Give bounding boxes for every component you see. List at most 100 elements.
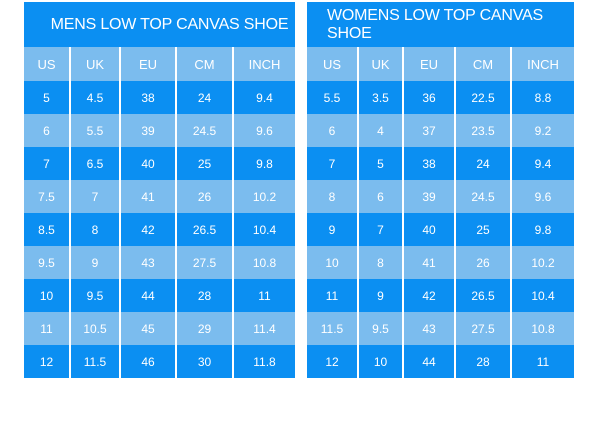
column-header-inch: INCH (232, 47, 295, 81)
cell-cm: 22.5 (454, 81, 511, 114)
cell-eu: 41 (402, 246, 455, 279)
cell-cm: 30 (175, 345, 233, 378)
womens-size-chart: WOMENS LOW TOP CANVAS SHOE US UK EU CM INCH … (307, 2, 574, 378)
table-row: 7.5 7 41 26 10.2 (24, 180, 295, 213)
cell-uk: 8 (69, 213, 120, 246)
cell-cm: 27.5 (454, 312, 511, 345)
table-row: 12 10 44 28 11 (307, 345, 574, 378)
cell-cm: 27.5 (175, 246, 233, 279)
column-header-inch: INCH (510, 47, 574, 81)
cell-us: 11 (24, 312, 70, 345)
cell-cm: 26 (175, 180, 233, 213)
cell-us: 10 (24, 279, 70, 312)
table-row: 10 9.5 44 28 11 (24, 279, 295, 312)
cell-cm: 23.5 (454, 114, 511, 147)
table-row: 11 10.5 45 29 11.4 (24, 312, 295, 345)
cell-eu: 44 (402, 345, 455, 378)
cell-cm: 24.5 (454, 180, 511, 213)
cell-eu: 42 (402, 279, 455, 312)
cell-cm: 29 (175, 312, 233, 345)
table-row: 8.5 8 42 26.5 10.4 (24, 213, 295, 246)
cell-us: 9 (307, 213, 358, 246)
cell-uk: 4 (357, 114, 403, 147)
cell-cm: 24 (175, 81, 233, 114)
table-row: 6 5.5 39 24.5 9.6 (24, 114, 295, 147)
header-row: US UK EU CM INCH (24, 47, 295, 81)
cell-inch: 10.2 (232, 180, 295, 213)
mens-chart-title: MENS LOW TOP CANVAS SHOE (24, 2, 295, 47)
cell-eu: 40 (402, 213, 455, 246)
cell-inch: 9.4 (232, 81, 295, 114)
cell-inch: 9.4 (510, 147, 574, 180)
cell-inch: 11.8 (232, 345, 295, 378)
column-header-uk: UK (69, 47, 120, 81)
cell-eu: 42 (119, 213, 176, 246)
cell-cm: 26.5 (175, 213, 233, 246)
cell-eu: 45 (119, 312, 176, 345)
cell-us: 8 (307, 180, 358, 213)
cell-uk: 8 (357, 246, 403, 279)
column-header-uk: UK (357, 47, 403, 81)
cell-us: 9.5 (24, 246, 70, 279)
cell-us: 5.5 (307, 81, 358, 114)
column-header-cm: CM (454, 47, 511, 81)
cell-inch: 9.2 (510, 114, 574, 147)
cell-inch: 10.8 (232, 246, 295, 279)
cell-cm: 26 (454, 246, 511, 279)
cell-uk: 10 (357, 345, 403, 378)
cell-uk: 5.5 (69, 114, 120, 147)
cell-uk: 9.5 (69, 279, 120, 312)
mens-size-chart: MENS LOW TOP CANVAS SHOE US UK EU CM INCH 5 4… (24, 2, 295, 378)
table-row: 11 9 42 26.5 10.4 (307, 279, 574, 312)
cell-inch: 9.8 (232, 147, 295, 180)
cell-us: 6 (24, 114, 70, 147)
cell-us: 10 (307, 246, 358, 279)
mens-size-table: US UK EU CM INCH 5 4.5 38 24 9.4 6 5.5 39 24.5 9.6 7 6.… (24, 47, 295, 378)
cell-inch: 9.6 (232, 114, 295, 147)
cell-us: 11 (307, 279, 358, 312)
cell-us: 12 (307, 345, 358, 378)
cell-inch: 11 (510, 345, 574, 378)
cell-cm: 28 (454, 345, 511, 378)
cell-uk: 7 (69, 180, 120, 213)
cell-inch: 10.2 (510, 246, 574, 279)
table-row: 8 6 39 24.5 9.6 (307, 180, 574, 213)
cell-eu: 43 (119, 246, 176, 279)
cell-eu: 36 (402, 81, 455, 114)
cell-eu: 43 (402, 312, 455, 345)
cell-us: 5 (24, 81, 70, 114)
cell-cm: 28 (175, 279, 233, 312)
cell-eu: 41 (119, 180, 176, 213)
table-row: 7 5 38 24 9.4 (307, 147, 574, 180)
cell-eu: 38 (119, 81, 176, 114)
column-header-us: US (24, 47, 70, 81)
cell-cm: 25 (454, 213, 511, 246)
cell-us: 6 (307, 114, 358, 147)
cell-eu: 39 (402, 180, 455, 213)
cell-cm: 24.5 (175, 114, 233, 147)
cell-uk: 3.5 (357, 81, 403, 114)
cell-cm: 25 (175, 147, 233, 180)
column-header-cm: CM (175, 47, 233, 81)
cell-inch: 10.4 (510, 279, 574, 312)
cell-inch: 10.4 (232, 213, 295, 246)
table-row: 12 11.5 46 30 11.8 (24, 345, 295, 378)
table-row: 6 4 37 23.5 9.2 (307, 114, 574, 147)
womens-size-table: US UK EU CM INCH 5.5 3.5 36 22.5 8.8 6 4 37 23.5 9.2 7… (307, 47, 574, 378)
cell-uk: 9.5 (357, 312, 403, 345)
cell-inch: 10.8 (510, 312, 574, 345)
cell-uk: 11.5 (69, 345, 120, 378)
womens-chart-title: WOMENS LOW TOP CANVAS SHOE (307, 2, 574, 47)
cell-eu: 46 (119, 345, 176, 378)
table-row: 11.5 9.5 43 27.5 10.8 (307, 312, 574, 345)
cell-uk: 6.5 (69, 147, 120, 180)
table-row: 5 4.5 38 24 9.4 (24, 81, 295, 114)
table-row: 9.5 9 43 27.5 10.8 (24, 246, 295, 279)
cell-uk: 10.5 (69, 312, 120, 345)
cell-uk: 9 (69, 246, 120, 279)
cell-us: 8.5 (24, 213, 70, 246)
table-row: 7 6.5 40 25 9.8 (24, 147, 295, 180)
cell-us: 11.5 (307, 312, 358, 345)
cell-eu: 37 (402, 114, 455, 147)
header-row: US UK EU CM INCH (307, 47, 574, 81)
